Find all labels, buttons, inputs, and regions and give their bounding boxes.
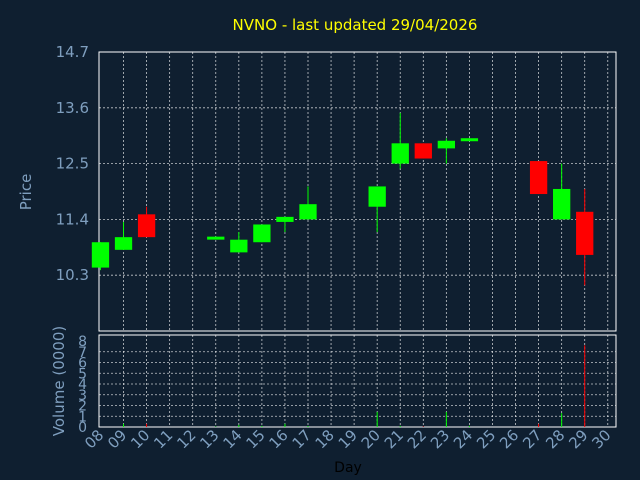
price-tick-label: 13.6 (56, 99, 89, 117)
chart-title: NVNO - last updated 29/04/2026 (233, 16, 478, 34)
price-tick-label: 12.5 (56, 155, 89, 173)
candle-body (576, 211, 594, 255)
volume-tick-label: 3 (78, 388, 87, 404)
price-grid (99, 52, 616, 331)
volume-tick-label: 2 (78, 399, 87, 415)
price-tick-label: 14.7 (56, 43, 89, 61)
price-tick-label: 11.4 (56, 210, 89, 228)
volume-grid (99, 335, 616, 427)
volume-tick-label: 4 (78, 377, 87, 393)
x-tick-labels: 0809101112131415161718192021222324252627… (81, 426, 615, 452)
candle-body (114, 237, 133, 250)
volume-tick-label: 8 (78, 334, 87, 350)
candle-body (253, 224, 271, 243)
x-tick-label: 30 (588, 426, 614, 452)
candle-body (391, 143, 409, 164)
x-axis-label: Day (334, 460, 362, 476)
candle-body (414, 143, 432, 159)
candle-body (276, 216, 294, 222)
volume-tick-label: 5 (78, 366, 87, 382)
candle-body (529, 161, 548, 195)
candle-body (437, 140, 456, 149)
candle-body (460, 138, 479, 142)
candle-body (137, 214, 156, 238)
price-axis-label: Price (17, 174, 35, 211)
price-tick-label: 10.3 (56, 266, 89, 284)
volume-tick-label: 0 (78, 420, 87, 436)
price-tick-labels: 14.7 13.6 12.5 11.4 10.3 (56, 43, 89, 284)
volume-tick-label: 6 (78, 356, 87, 372)
candles (91, 112, 594, 286)
candle-body (299, 204, 317, 220)
candle-body (553, 188, 571, 220)
candle-body (91, 242, 110, 268)
candle-body (207, 236, 225, 240)
volume-panel-frame (98, 334, 617, 428)
volume-axis-label: Volume (0000) (50, 326, 68, 436)
price-panel-frame (98, 51, 617, 332)
volume-bars (123, 345, 586, 427)
candle-body (368, 186, 386, 207)
candle-body (230, 239, 248, 253)
volume-tick-label: 7 (78, 345, 87, 361)
volume-tick-label: 1 (78, 409, 87, 425)
